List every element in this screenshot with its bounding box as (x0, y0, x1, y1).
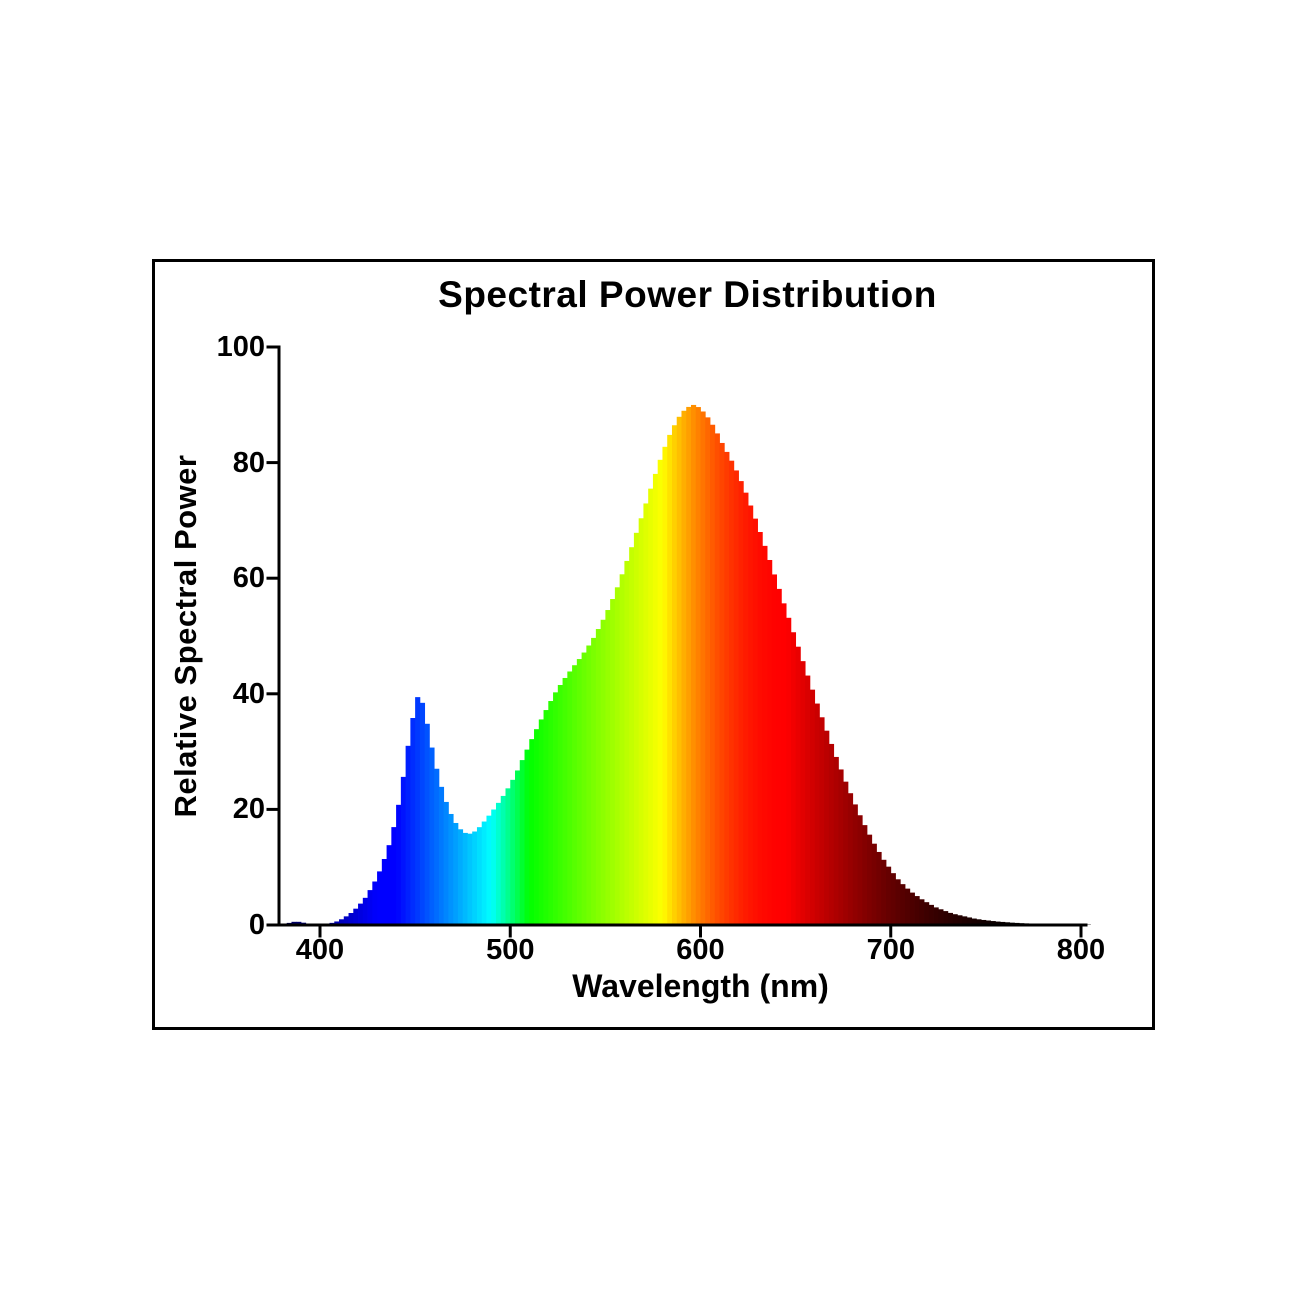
x-tick-label-400: 400 (295, 934, 345, 966)
spectral-distribution-plot (155, 262, 1152, 1027)
y-tick-label-0: 0 (248, 909, 265, 941)
figure-frame: Spectral Power Distribution Relative Spe… (152, 259, 1155, 1030)
x-tick-label-600: 600 (676, 934, 725, 966)
y-tick-label-60: 60 (232, 562, 265, 595)
y-tick-label-80: 80 (232, 446, 265, 479)
x-axis-label: Wavelength (nm) (572, 968, 829, 1004)
chart-title: Spectral Power Distribution (438, 274, 937, 315)
x-tick-label-700: 700 (866, 934, 915, 966)
x-tick-label-800: 800 (1056, 934, 1106, 966)
y-axis-label: Relative Spectral Power (168, 454, 203, 818)
y-axis-label-box: Relative Spectral Power (155, 347, 217, 925)
y-tick-label-20: 20 (232, 793, 265, 826)
y-tick-label-100: 100 (216, 331, 265, 363)
x-tick-label-500: 500 (486, 934, 535, 966)
y-tick-label-40: 40 (232, 677, 265, 710)
